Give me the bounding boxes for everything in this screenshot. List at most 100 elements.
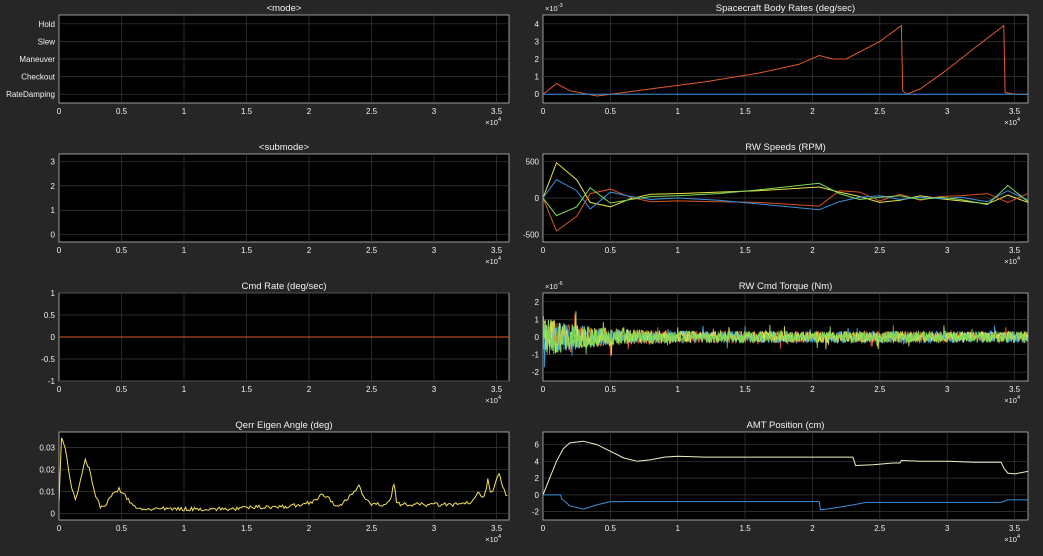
x-tick-label: 0 xyxy=(541,385,546,394)
x-tick-label: 0.5 xyxy=(116,385,128,394)
x-tick-label: 2 xyxy=(307,107,312,116)
y-tick-label: 2 xyxy=(535,55,540,64)
plot-title: <mode> xyxy=(267,3,302,14)
x-tick-label: 1.5 xyxy=(241,524,253,533)
y-tick-label: 500 xyxy=(526,157,540,166)
x-tick-label: 2.5 xyxy=(874,524,886,533)
plot-submode: 0 0.5 1 1.5 2 2.5 3 3.5 0 1 2 3 <submode> xyxy=(51,142,510,255)
x-tick-label: 2 xyxy=(810,246,815,255)
x-tick-label: 2.5 xyxy=(366,107,378,116)
x-tick-label: 2 xyxy=(307,524,312,533)
plot-qerr: 0 0.5 1 1.5 2 2.5 3 3.5 0 0.01 0.02 0.03 Qerr Eigen … xyxy=(39,420,510,533)
y-tick-label: 1 xyxy=(51,206,56,215)
series-group xyxy=(543,297,1028,368)
x-tick-label: 1.5 xyxy=(740,524,752,533)
x-tick-label: 1.5 xyxy=(740,107,752,116)
x-tick-label: 0.5 xyxy=(605,107,617,116)
x-tick-label: 2 xyxy=(307,385,312,394)
plot-title: Qerr Eigen Angle (deg) xyxy=(235,420,332,431)
y-tick-label: -0.5 xyxy=(41,355,55,364)
series-line xyxy=(543,182,1028,217)
plot-mode: 0 0.5 1 1.5 2 2.5 3 3.5 RateDamping Checkout Maneu… xyxy=(6,3,510,116)
x-tick-label: 0.5 xyxy=(116,524,128,533)
x-tick-label: 3 xyxy=(432,246,437,255)
y-tick-label: 0 xyxy=(535,194,540,203)
y-tick-label: 1 xyxy=(535,315,540,324)
y-tick-label: 6 xyxy=(535,441,540,450)
x-tick-label: 1.5 xyxy=(740,246,752,255)
x-tick-label: 0.5 xyxy=(116,246,128,255)
plot-rw-cmd-torque: 0 0.5 1 1.5 2 2.5 3 3.5 -2 -1 0 1 2 RW Cmd Torque (Nm… xyxy=(532,281,1029,394)
x-tick-label: 0 xyxy=(57,107,62,116)
x-tick-label: 1 xyxy=(675,385,680,394)
axes-box xyxy=(542,431,1029,521)
torque-series-line xyxy=(543,316,1028,355)
plot-title: <submode> xyxy=(259,142,310,153)
plot-body-rates: 0 0.5 1 1.5 2 2.5 3 3.5 0 1 2 3 4 Spacecraft Body Rat… xyxy=(535,3,1029,116)
axes-box xyxy=(58,431,510,521)
x-tick-label: 3.5 xyxy=(1009,385,1021,394)
plot-title: Spacecraft Body Rates (deg/sec) xyxy=(716,3,855,14)
x-tick-label: 1.5 xyxy=(241,385,253,394)
x-tick-label: 0 xyxy=(57,385,62,394)
y-tick-label: 0.01 xyxy=(39,487,55,496)
x-tick-label: 2.5 xyxy=(874,385,886,394)
y-tick-label: 1 xyxy=(535,73,540,82)
y-tick-label: 2 xyxy=(51,182,56,191)
series-line xyxy=(543,179,1028,211)
x-tick-label: 0 xyxy=(57,246,62,255)
x-tick-label: 1.5 xyxy=(241,107,253,116)
x-exponent-label: ×104 xyxy=(1004,534,1020,544)
plot-title: RW Cmd Torque (Nm) xyxy=(739,281,833,292)
y-tick-label: -500 xyxy=(523,231,540,240)
x-tick-label: 2 xyxy=(810,385,815,394)
series-group xyxy=(59,437,508,512)
x-tick-label: 2 xyxy=(810,524,815,533)
x-tick-label: 3.5 xyxy=(1009,524,1021,533)
x-tick-label: 2.5 xyxy=(366,385,378,394)
series-group xyxy=(543,440,1028,511)
x-exponent-label: ×104 xyxy=(485,395,501,405)
torque-series-line xyxy=(543,311,1028,356)
x-tick-label: 1 xyxy=(675,107,680,116)
y-tick-label: Maneuver xyxy=(19,55,55,64)
x-tick-label: 2 xyxy=(810,107,815,116)
x-tick-label: 2.5 xyxy=(874,246,886,255)
y-tick-label: -2 xyxy=(532,508,540,517)
x-tick-label: 1 xyxy=(675,246,680,255)
x-tick-label: 2.5 xyxy=(874,107,886,116)
x-tick-label: 1.5 xyxy=(740,385,752,394)
axes-box xyxy=(58,153,510,243)
x-exponent-label: ×104 xyxy=(485,534,501,544)
y-tick-label: -1 xyxy=(48,377,56,386)
x-tick-label: 0.5 xyxy=(605,385,617,394)
y-tick-label: 0 xyxy=(535,333,540,342)
x-tick-label: 3.5 xyxy=(491,107,503,116)
x-tick-label: 3 xyxy=(945,107,950,116)
x-tick-label: 3 xyxy=(432,524,437,533)
x-tick-label: 0 xyxy=(541,107,546,116)
x-tick-label: 3.5 xyxy=(1009,107,1021,116)
x-tick-label: 1 xyxy=(182,246,187,255)
x-tick-label: 0 xyxy=(541,524,546,533)
x-tick-label: 3.5 xyxy=(491,524,503,533)
x-tick-label: 1 xyxy=(675,524,680,533)
series-line xyxy=(543,24,1028,97)
y-tick-label: 0.02 xyxy=(39,465,55,474)
y-tick-label: 0.5 xyxy=(44,311,56,320)
plot-cmd-rate: 0 0.5 1 1.5 2 2.5 3 3.5 -1 -0.5 0 0.5 1 Cmd Rate (deg… xyxy=(41,281,510,394)
x-tick-label: 2.5 xyxy=(366,524,378,533)
x-tick-label: 1 xyxy=(182,107,187,116)
y-tick-label: 0 xyxy=(51,333,56,342)
x-tick-label: 0 xyxy=(541,246,546,255)
series-line xyxy=(543,440,1028,496)
y-tick-label: 2 xyxy=(535,474,540,483)
x-tick-label: 3.5 xyxy=(1009,246,1021,255)
plot-title: AMT Position (cm) xyxy=(747,420,825,431)
series-line xyxy=(543,188,1028,232)
x-tick-label: 1 xyxy=(182,385,187,394)
series-line xyxy=(59,437,508,512)
plot-title: RW Speeds (RPM) xyxy=(745,142,826,153)
x-tick-label: 3 xyxy=(945,385,950,394)
